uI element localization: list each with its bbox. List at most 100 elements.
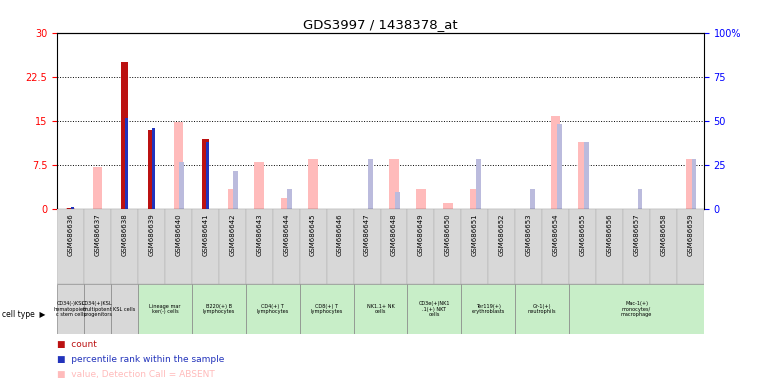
Bar <box>638 189 642 209</box>
Text: ■  percentile rank within the sample: ■ percentile rank within the sample <box>57 355 224 364</box>
Bar <box>578 142 587 209</box>
Bar <box>93 167 102 209</box>
Text: Ter119(+)
erythroblasts: Ter119(+) erythroblasts <box>472 304 505 314</box>
Bar <box>138 209 165 284</box>
Text: GSM686648: GSM686648 <box>391 213 397 256</box>
Text: cell type  ▶: cell type ▶ <box>2 310 45 319</box>
Text: NK1.1+ NK
cells: NK1.1+ NK cells <box>367 304 394 314</box>
Bar <box>111 209 138 284</box>
Bar <box>202 139 209 209</box>
Bar <box>125 118 128 209</box>
Bar <box>623 209 650 284</box>
Text: GSM686641: GSM686641 <box>202 213 209 256</box>
Bar <box>300 209 326 284</box>
Text: Lineage mar
ker(-) cells: Lineage mar ker(-) cells <box>149 304 180 314</box>
Bar <box>228 189 237 209</box>
Bar <box>686 159 695 209</box>
Bar <box>84 284 111 334</box>
Bar <box>461 209 489 284</box>
Text: GSM686653: GSM686653 <box>526 213 532 256</box>
Bar <box>692 159 696 209</box>
Text: GSM686651: GSM686651 <box>472 213 478 256</box>
Bar <box>308 159 318 209</box>
Bar <box>254 162 264 209</box>
Bar <box>151 128 155 209</box>
Bar <box>407 284 461 334</box>
Bar <box>174 122 183 209</box>
Text: CD8(+) T
lymphocytes: CD8(+) T lymphocytes <box>310 304 342 314</box>
Text: GSM686650: GSM686650 <box>445 213 451 256</box>
Bar <box>180 162 184 209</box>
Text: GSM686642: GSM686642 <box>229 213 235 255</box>
Bar <box>551 116 560 209</box>
Text: KSL cells: KSL cells <box>113 306 135 312</box>
Bar <box>470 189 479 209</box>
Bar <box>57 209 84 284</box>
Bar <box>543 209 569 284</box>
Text: GSM686654: GSM686654 <box>552 213 559 255</box>
Bar <box>489 209 515 284</box>
Bar <box>368 159 373 209</box>
Bar <box>515 284 569 334</box>
Text: CD4(+) T
lymphocytes: CD4(+) T lymphocytes <box>256 304 289 314</box>
Bar <box>515 209 543 284</box>
Bar <box>84 209 111 284</box>
Text: GSM686644: GSM686644 <box>283 213 289 255</box>
Bar <box>272 209 300 284</box>
Text: GSM686639: GSM686639 <box>148 213 154 256</box>
Text: GSM686640: GSM686640 <box>175 213 181 256</box>
Text: Mac-1(+)
monocytes/
macrophage: Mac-1(+) monocytes/ macrophage <box>621 301 652 317</box>
Bar <box>300 284 354 334</box>
Text: Gr-1(+)
neutrophils: Gr-1(+) neutrophils <box>528 304 556 314</box>
Bar <box>354 284 407 334</box>
Text: GSM686652: GSM686652 <box>498 213 505 255</box>
Bar <box>111 284 138 334</box>
Text: GSM686645: GSM686645 <box>310 213 316 255</box>
Bar <box>67 207 74 209</box>
Text: CD3e(+)NK1
.1(+) NKT
cells: CD3e(+)NK1 .1(+) NKT cells <box>419 301 451 317</box>
Text: GSM686646: GSM686646 <box>337 213 343 256</box>
Bar <box>650 209 677 284</box>
Text: GSM686659: GSM686659 <box>687 213 693 256</box>
Bar <box>282 197 291 209</box>
Text: GSM686656: GSM686656 <box>607 213 613 256</box>
Title: GDS3997 / 1438378_at: GDS3997 / 1438378_at <box>303 18 458 31</box>
Bar <box>380 209 407 284</box>
Text: ■  count: ■ count <box>57 340 97 349</box>
Text: CD34(+)KSL
multipotent
progenitors: CD34(+)KSL multipotent progenitors <box>82 301 113 317</box>
Text: GSM686649: GSM686649 <box>418 213 424 256</box>
Text: GSM686655: GSM686655 <box>580 213 586 255</box>
Text: GSM686647: GSM686647 <box>364 213 370 256</box>
Bar <box>677 209 704 284</box>
Bar <box>354 209 380 284</box>
Bar <box>234 171 238 209</box>
Bar <box>246 209 272 284</box>
Text: GSM686643: GSM686643 <box>256 213 263 256</box>
Bar <box>584 142 588 209</box>
Bar <box>121 62 128 209</box>
Bar <box>435 209 461 284</box>
Bar <box>476 159 481 209</box>
Bar <box>326 209 354 284</box>
Text: ■  value, Detection Call = ABSENT: ■ value, Detection Call = ABSENT <box>57 370 215 379</box>
Bar <box>57 284 84 334</box>
Bar <box>165 209 192 284</box>
Bar <box>205 142 209 209</box>
Bar <box>390 159 399 209</box>
Text: GSM686637: GSM686637 <box>94 213 100 256</box>
Bar <box>557 124 562 209</box>
Text: GSM686636: GSM686636 <box>68 213 74 256</box>
Text: B220(+) B
lymphocytes: B220(+) B lymphocytes <box>202 304 235 314</box>
Bar <box>416 189 425 209</box>
Bar <box>192 209 219 284</box>
Text: CD34(-)KSL
hematopoieti
c stem cells: CD34(-)KSL hematopoieti c stem cells <box>54 301 88 317</box>
Bar <box>246 284 300 334</box>
Bar <box>66 207 75 209</box>
Text: GSM686658: GSM686658 <box>661 213 667 256</box>
Bar <box>192 284 246 334</box>
Bar <box>287 189 292 209</box>
Bar <box>530 189 535 209</box>
Bar <box>148 130 154 209</box>
Bar <box>407 209 435 284</box>
Bar <box>569 284 704 334</box>
